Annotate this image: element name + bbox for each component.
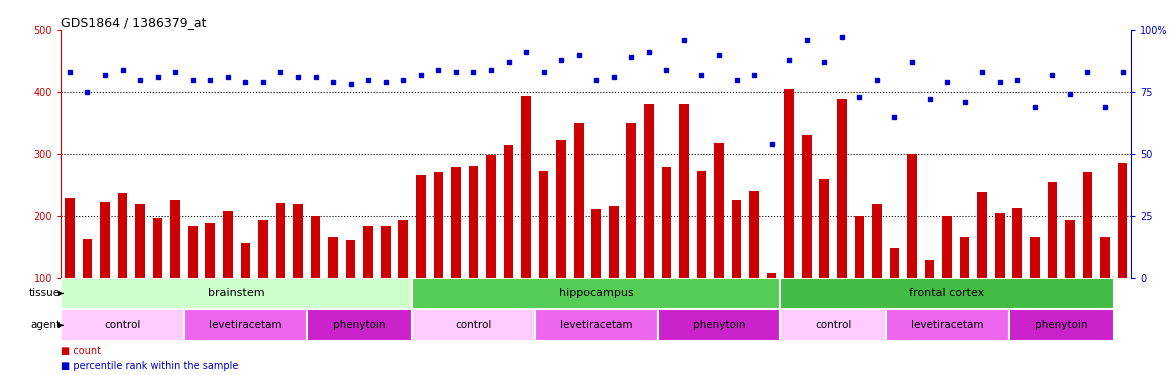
Bar <box>241 243 250 278</box>
Bar <box>960 237 969 278</box>
Bar <box>100 202 109 278</box>
Bar <box>275 203 286 278</box>
Bar <box>1083 172 1093 278</box>
Bar <box>995 213 1004 278</box>
Bar <box>310 216 320 278</box>
Bar <box>521 96 530 278</box>
Bar <box>535 309 657 341</box>
Bar <box>258 220 268 278</box>
Bar <box>503 145 514 278</box>
Bar <box>556 140 566 278</box>
Bar <box>65 198 75 278</box>
Bar <box>942 216 951 278</box>
Bar <box>662 167 671 278</box>
Bar <box>346 240 355 278</box>
Bar <box>696 171 707 278</box>
Bar <box>657 309 781 341</box>
Text: phenytoin: phenytoin <box>693 320 746 330</box>
Text: brainstem: brainstem <box>208 288 265 298</box>
Bar <box>609 206 619 278</box>
Bar <box>328 237 338 278</box>
Text: control: control <box>105 320 141 330</box>
Text: agent: agent <box>31 320 60 330</box>
Bar <box>412 278 781 309</box>
Bar <box>802 135 811 278</box>
Bar <box>307 309 412 341</box>
Bar <box>627 123 636 278</box>
Bar <box>486 155 496 278</box>
Bar <box>749 191 759 278</box>
Bar <box>468 166 479 278</box>
Text: tissue: tissue <box>29 288 60 298</box>
Bar <box>820 178 829 278</box>
Bar <box>183 309 307 341</box>
Bar <box>781 309 886 341</box>
Bar <box>1117 163 1128 278</box>
Bar <box>1030 237 1040 278</box>
Bar <box>434 172 443 278</box>
Bar <box>416 176 426 278</box>
Bar <box>1009 309 1114 341</box>
Text: levetiracetam: levetiracetam <box>560 320 633 330</box>
Bar <box>135 204 145 278</box>
Bar <box>61 278 412 309</box>
Bar <box>171 200 180 278</box>
Bar <box>363 226 373 278</box>
Bar <box>1013 208 1022 278</box>
Bar <box>644 104 654 278</box>
Bar <box>188 226 198 278</box>
Bar <box>293 204 302 278</box>
Bar <box>767 273 776 278</box>
Bar <box>539 171 548 278</box>
Bar <box>1048 182 1057 278</box>
Bar <box>153 218 162 278</box>
Bar <box>837 99 847 278</box>
Bar <box>924 260 935 278</box>
Bar <box>412 309 535 341</box>
Text: control: control <box>815 320 851 330</box>
Bar <box>977 192 987 278</box>
Bar <box>82 239 92 278</box>
Text: frontal cortex: frontal cortex <box>909 288 984 298</box>
Bar <box>873 204 882 278</box>
Bar <box>1065 220 1075 278</box>
Text: phenytoin: phenytoin <box>1035 320 1088 330</box>
Bar <box>574 123 583 278</box>
Bar <box>1101 237 1110 278</box>
Bar <box>679 104 689 278</box>
Text: GDS1864 / 1386379_at: GDS1864 / 1386379_at <box>61 16 207 29</box>
Text: ■ count: ■ count <box>61 346 101 356</box>
Bar <box>399 220 408 278</box>
Text: levetiracetam: levetiracetam <box>911 320 983 330</box>
Text: hippocampus: hippocampus <box>559 288 634 298</box>
Bar <box>452 167 461 278</box>
Bar <box>731 200 741 278</box>
Bar <box>118 194 127 278</box>
Text: control: control <box>455 320 492 330</box>
Bar <box>592 209 601 278</box>
Bar <box>855 216 864 278</box>
Text: phenytoin: phenytoin <box>333 320 386 330</box>
Bar <box>781 278 1114 309</box>
Text: ■ percentile rank within the sample: ■ percentile rank within the sample <box>61 361 239 371</box>
Bar <box>381 225 390 278</box>
Bar <box>206 223 215 278</box>
Bar <box>886 309 1009 341</box>
Text: levetiracetam: levetiracetam <box>209 320 281 330</box>
Bar <box>907 154 917 278</box>
Bar <box>890 248 900 278</box>
Bar <box>61 309 183 341</box>
Bar <box>784 89 794 278</box>
Bar <box>223 211 233 278</box>
Bar <box>714 142 724 278</box>
